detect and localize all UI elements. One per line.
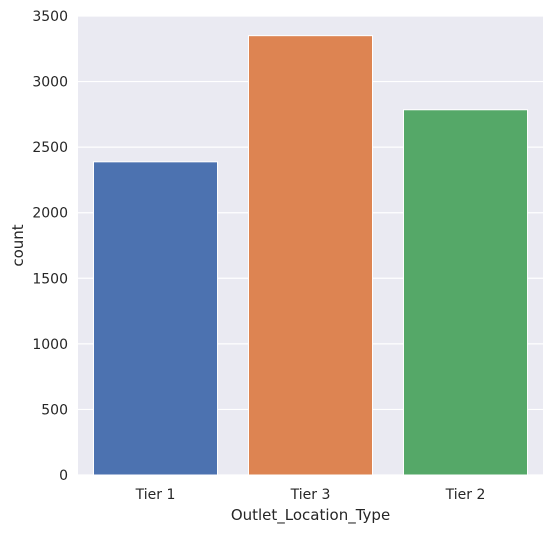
- y-axis-ticks: 0 500 1000 1500 2000 2500 3000 3500: [32, 9, 68, 484]
- bar-tier-2: [403, 109, 528, 476]
- y-tick-label: 2000: [32, 206, 68, 222]
- x-tick-label: Tier 3: [290, 487, 331, 503]
- x-tick-label: Tier 1: [135, 487, 176, 503]
- x-axis-ticks: Tier 1 Tier 3 Tier 2: [135, 487, 486, 503]
- y-axis-label: count: [9, 224, 27, 266]
- bar-tier-1: [93, 161, 218, 476]
- bars: [93, 35, 528, 476]
- x-axis-label: Outlet_Location_Type: [231, 506, 390, 525]
- y-tick-label: 1000: [32, 337, 68, 353]
- x-tick-label: Tier 2: [445, 487, 486, 503]
- y-tick-label: 2500: [32, 140, 68, 156]
- y-tick-label: 0: [59, 468, 68, 484]
- y-tick-label: 3000: [32, 75, 68, 91]
- y-tick-label: 500: [41, 402, 68, 418]
- y-tick-label: 3500: [32, 9, 68, 25]
- bar-tier-3: [248, 35, 373, 476]
- y-tick-label: 1500: [32, 271, 68, 287]
